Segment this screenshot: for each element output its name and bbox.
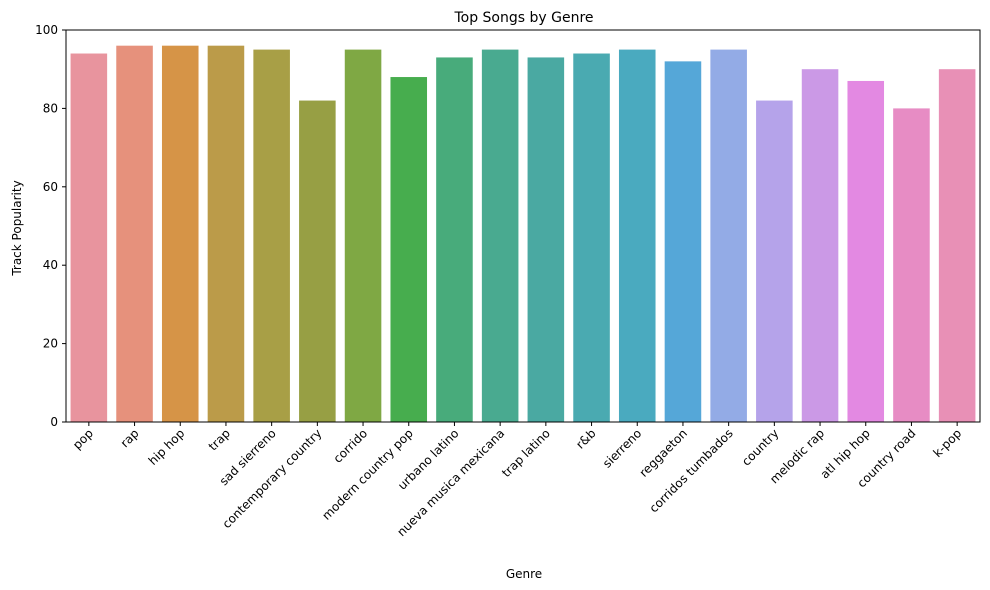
x-tick-label-0: pop xyxy=(70,426,96,452)
y-tick-label-5: 100 xyxy=(35,23,58,37)
bar-19 xyxy=(938,69,976,422)
bar-2 xyxy=(161,45,199,423)
plot-frame xyxy=(65,29,981,423)
x-tick-label-7: modern country pop xyxy=(319,426,415,522)
bar-4 xyxy=(253,49,290,422)
bar-16 xyxy=(801,69,839,422)
bar-18 xyxy=(893,108,930,423)
bar-12 xyxy=(618,49,656,422)
bar-13 xyxy=(664,61,702,423)
bar-5 xyxy=(299,100,336,422)
bar-1 xyxy=(116,45,153,423)
bar-17 xyxy=(847,80,885,423)
x-tick-label-6: corrido xyxy=(331,426,371,466)
bar-0 xyxy=(70,53,108,423)
bar-6 xyxy=(344,49,382,422)
y-tick-label-2: 40 xyxy=(43,258,58,272)
bar-15 xyxy=(756,100,793,422)
chart-title: Top Songs by Genre xyxy=(453,10,593,26)
x-tick-label-1: rap xyxy=(118,426,142,450)
x-tick-label-12: sierreno xyxy=(600,426,644,470)
y-tick-label-3: 60 xyxy=(43,180,58,194)
y-axis-label: Track Popularity xyxy=(10,180,24,276)
y-tick-label-4: 80 xyxy=(43,101,58,115)
bar-10 xyxy=(527,57,565,422)
x-axis-label: Genre xyxy=(506,567,542,581)
x-tick-label-19: k-pop xyxy=(930,426,964,460)
bar-11 xyxy=(573,53,610,423)
bar-14 xyxy=(710,49,747,422)
bar-8 xyxy=(436,57,473,422)
bar-3 xyxy=(207,45,245,423)
bar-9 xyxy=(481,49,519,422)
x-tick-label-11: r&b xyxy=(573,426,598,451)
x-tick-label-3: trap xyxy=(206,426,233,453)
y-tick-label-1: 20 xyxy=(43,337,58,351)
x-tick-label-10: trap latino xyxy=(499,426,553,480)
x-tick-label-2: hip hop xyxy=(146,426,188,468)
y-tick-label-0: 0 xyxy=(50,415,58,429)
bar-7 xyxy=(390,77,428,422)
x-tick-label-15: country xyxy=(739,426,781,468)
x-tick-label-14: corridos tumbados xyxy=(647,426,736,515)
